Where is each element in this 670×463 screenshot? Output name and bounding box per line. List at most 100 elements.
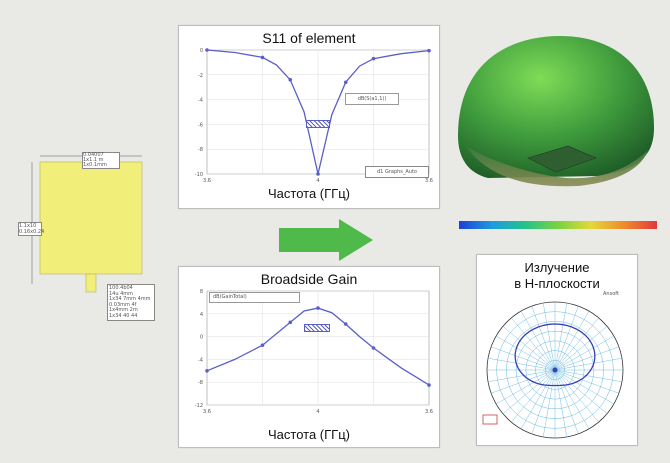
gain-chart: 8 4 0 -4 -8 -12 3.6 4 3.6: [195, 289, 433, 415]
polar-spoke: [554, 357, 623, 371]
data-point: [427, 383, 431, 387]
polar-title-line1: Излучение: [524, 260, 590, 275]
gain-legend-box: dB(GainTotal): [209, 292, 300, 303]
polar-title-line2: в Н-плоскости: [514, 276, 600, 291]
dome-surface: [458, 36, 654, 178]
polar-spoke: [554, 326, 608, 371]
polar-spoke: [487, 357, 556, 371]
polar-spoke: [554, 369, 590, 430]
data-point: [316, 172, 320, 176]
polar-spoke: [502, 369, 556, 414]
y-tick-label: 0: [200, 335, 203, 341]
polar-title: Излучение в Н-плоскости: [477, 260, 637, 292]
data-point: [288, 77, 293, 82]
polar-grid: [486, 301, 624, 439]
polar-spoke: [495, 335, 556, 371]
data-point: [316, 306, 320, 310]
antenna-feed: [85, 273, 97, 293]
polar-spoke: [542, 369, 556, 438]
polar-legend-swatch: [482, 414, 498, 425]
gain-series-points: [205, 306, 431, 387]
data-point: [260, 55, 265, 60]
dimension-label-top: 0.04007 1x1.1 m 1x0.1mm: [82, 152, 120, 169]
x-tick-label: 4: [316, 409, 319, 415]
antenna-layout: [31, 155, 143, 293]
y-tick-label: -2: [198, 73, 203, 79]
data-point: [343, 80, 348, 85]
color-scale-bar: [459, 221, 657, 229]
antenna-legend: 100.4b04 14u 4mm 1x34 7mm 4mm 0.03mm 4f 1x4…: [107, 284, 155, 321]
s11-marker-box: [306, 120, 330, 128]
polar-corner-label: Ansoft: [603, 291, 619, 297]
y-tick-label: -6: [198, 122, 203, 128]
s11-gridlines: [206, 49, 430, 175]
s11-chart-panel: S11 of element 0 -2 -4 -6 -8 -10 3.6 4 3.6 dB(S…: [178, 25, 440, 209]
y-tick-label: 4: [200, 312, 203, 318]
antenna-patch: [39, 161, 143, 275]
y-tick-label: -10: [195, 172, 203, 178]
polar-spoke: [554, 310, 590, 371]
x-tick-label: 3.6: [203, 409, 211, 415]
polar-spoke: [554, 306, 579, 371]
data-point: [371, 56, 376, 61]
s11-y-ticks: 0 -2 -4 -6 -8 -10: [195, 48, 203, 178]
y-tick-label: 0: [200, 48, 203, 54]
polar-spoke: [495, 369, 556, 405]
s11-legend-box: dB(S(a1,1)): [345, 93, 399, 105]
gain-gridlines: [206, 290, 430, 406]
y-tick-label: -4: [198, 98, 203, 104]
s11-legend-tag: d1 Graphs_Auto: [365, 166, 429, 178]
polar-spoke: [520, 369, 556, 430]
data-point: [343, 322, 348, 326]
polar-spoke: [554, 302, 568, 371]
polar-spoke: [511, 317, 556, 371]
polar-spoke: [554, 317, 599, 371]
polar-spoke: [487, 369, 556, 383]
polar-spoke: [554, 369, 623, 383]
s11-x-axis-label: Частота (ГГц): [268, 186, 350, 201]
data-point: [371, 346, 376, 350]
polar-spoke: [531, 306, 556, 371]
polar-spoke: [554, 369, 568, 438]
polar-spoke: [554, 369, 599, 423]
polar-spoke: [531, 369, 556, 434]
gain-x-axis-label: Частота (ГГц): [268, 427, 350, 442]
data-point: [288, 320, 293, 325]
y-tick-label: -4: [198, 357, 203, 363]
polar-pattern-curve: [514, 323, 596, 387]
polar-spoke: [542, 302, 556, 371]
polar-spoke: [554, 369, 579, 434]
polar-spoke: [554, 369, 619, 394]
y-tick-label: -12: [195, 403, 203, 409]
y-tick-label: -8: [198, 380, 203, 386]
polar-spoke: [554, 369, 608, 414]
dome-patch: [527, 145, 597, 173]
data-point: [427, 48, 431, 53]
dome-base: [466, 146, 648, 187]
y-tick-label: -8: [198, 147, 203, 153]
x-tick-label: 3.6: [203, 178, 211, 184]
gain-chart-title: Broadside Gain: [260, 271, 358, 287]
x-tick-label: 3.6: [425, 409, 433, 415]
polar-plot: [482, 301, 624, 439]
polar-spoke: [520, 310, 556, 371]
x-tick-label: 3.6: [425, 178, 433, 184]
gain-y-ticks: 8 4 0 -4 -8 -12: [195, 289, 203, 409]
gain-chart-panel: Broadside Gain 8 4 0 -4 -8 -12 3.6 4 3.6 dB(Gai…: [178, 266, 440, 448]
polar-spoke: [491, 369, 556, 394]
s11-series-points: [205, 48, 431, 176]
polar-panel: Излучение в Н-плоскости Ansoft: [476, 254, 638, 446]
polar-spoke: [554, 369, 615, 405]
right-arrow-icon: [279, 219, 373, 261]
polar-spoke: [491, 346, 556, 371]
x-tick-label: 4: [316, 178, 319, 184]
data-point: [205, 369, 209, 373]
y-tick-label: 8: [200, 289, 203, 295]
polar-spoke: [502, 326, 556, 371]
polar-spoke: [554, 335, 615, 371]
dimension-label-left: 1.1x10 0.16x0.24: [18, 222, 45, 236]
polar-spoke: [511, 369, 556, 423]
gain-marker-box: [304, 324, 330, 332]
data-point: [205, 48, 209, 52]
